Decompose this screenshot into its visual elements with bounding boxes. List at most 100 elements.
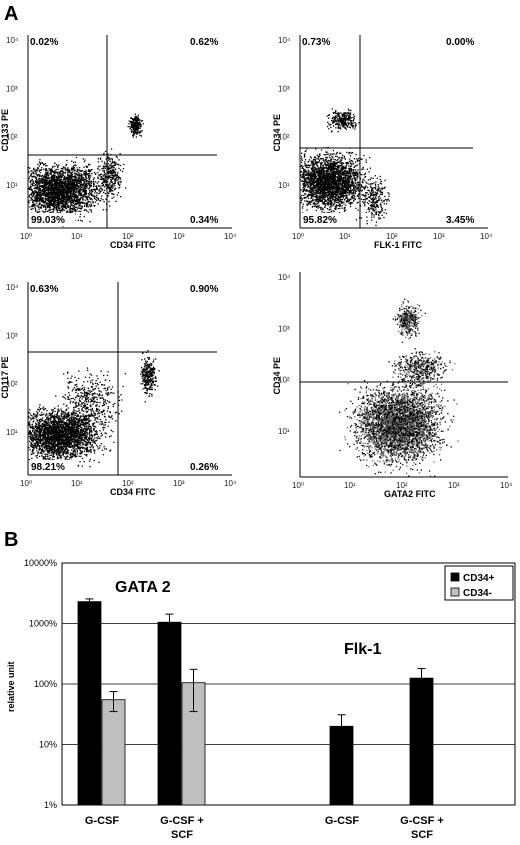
event-dot xyxy=(357,187,359,189)
event-dot xyxy=(138,131,140,133)
event-dot xyxy=(322,157,324,160)
event-dot xyxy=(140,135,142,137)
event-dot xyxy=(73,206,75,208)
event-dot xyxy=(64,204,66,206)
event-dot xyxy=(42,197,44,199)
event-dot xyxy=(56,183,58,185)
event-dot xyxy=(31,170,33,172)
event-dot xyxy=(337,158,339,161)
event-dot xyxy=(44,198,46,200)
event-dot xyxy=(75,187,77,189)
event-dot xyxy=(97,158,99,160)
event-dot xyxy=(38,165,41,167)
event-dot xyxy=(28,200,30,202)
event-dot xyxy=(75,195,77,198)
event-dot xyxy=(87,183,90,185)
event-dot xyxy=(89,190,91,192)
event-dot xyxy=(64,191,67,193)
event-dot xyxy=(74,203,76,206)
event-dot xyxy=(320,162,322,164)
event-dot xyxy=(30,199,32,201)
event-dot xyxy=(303,178,306,180)
event-dot xyxy=(330,167,332,170)
event-dot xyxy=(74,185,76,187)
event-dot xyxy=(77,175,79,177)
event-dot xyxy=(28,170,30,173)
event-dot xyxy=(42,192,45,195)
event-dot xyxy=(330,160,332,162)
event-dot xyxy=(123,163,125,166)
event-dot xyxy=(45,171,47,173)
event-dot xyxy=(33,205,35,208)
event-dot xyxy=(365,159,367,161)
event-dot xyxy=(332,180,334,183)
event-dot xyxy=(67,180,69,183)
event-dot xyxy=(345,189,347,192)
event-dot xyxy=(46,188,48,190)
event-dot xyxy=(304,174,307,176)
event-dot xyxy=(65,163,68,166)
event-dot xyxy=(101,189,104,191)
event-dot xyxy=(358,197,360,200)
event-dot xyxy=(307,181,310,183)
event-dot xyxy=(50,171,52,174)
event-dot xyxy=(89,164,91,166)
event-dot xyxy=(332,169,334,171)
event-dot xyxy=(72,189,74,192)
event-dot xyxy=(110,180,112,183)
event-dot xyxy=(306,196,308,198)
event-dot xyxy=(68,186,70,188)
event-dot xyxy=(100,176,102,178)
event-dot xyxy=(56,197,58,200)
event-dot xyxy=(33,185,35,187)
event-dot xyxy=(80,192,82,194)
event-dot xyxy=(62,194,64,196)
event-dot xyxy=(86,166,88,168)
event-dot xyxy=(351,163,353,165)
event-dot xyxy=(324,175,326,177)
event-dot xyxy=(343,203,345,205)
event-dot xyxy=(62,181,64,184)
event-dot xyxy=(71,193,73,196)
event-dot xyxy=(63,168,65,170)
event-dot xyxy=(56,185,58,187)
event-dot xyxy=(32,196,34,198)
event-dot xyxy=(302,203,304,205)
event-dot xyxy=(327,160,329,162)
event-dot xyxy=(63,196,65,199)
event-dot xyxy=(56,176,58,178)
event-dot xyxy=(71,185,73,187)
event-dot xyxy=(140,124,142,126)
event-dot xyxy=(109,205,111,207)
event-dot xyxy=(33,191,35,193)
event-dot xyxy=(352,190,355,193)
event-dot xyxy=(53,189,56,191)
event-dot xyxy=(46,181,48,183)
event-dot xyxy=(49,179,51,181)
event-dot xyxy=(132,118,134,120)
event-dot xyxy=(54,203,56,205)
event-dot xyxy=(329,165,332,167)
event-dot xyxy=(54,170,56,173)
event-dot xyxy=(52,185,54,187)
scatter-events xyxy=(28,113,144,227)
event-dot xyxy=(70,203,72,206)
event-dot xyxy=(318,155,320,158)
event-dot xyxy=(109,158,111,160)
event-dot xyxy=(320,171,323,173)
event-dot xyxy=(315,183,318,185)
event-dot xyxy=(46,193,49,195)
event-dot xyxy=(331,155,333,158)
event-dot xyxy=(52,211,55,213)
event-dot xyxy=(116,163,118,165)
event-dot xyxy=(107,156,109,158)
event-dot xyxy=(340,156,343,159)
event-dot xyxy=(42,187,45,189)
event-dot xyxy=(319,187,321,189)
event-dot xyxy=(55,176,57,178)
event-dot xyxy=(63,178,65,181)
event-dot xyxy=(81,179,83,181)
event-dot xyxy=(75,176,77,178)
event-dot xyxy=(84,203,86,205)
event-dot xyxy=(329,183,332,185)
